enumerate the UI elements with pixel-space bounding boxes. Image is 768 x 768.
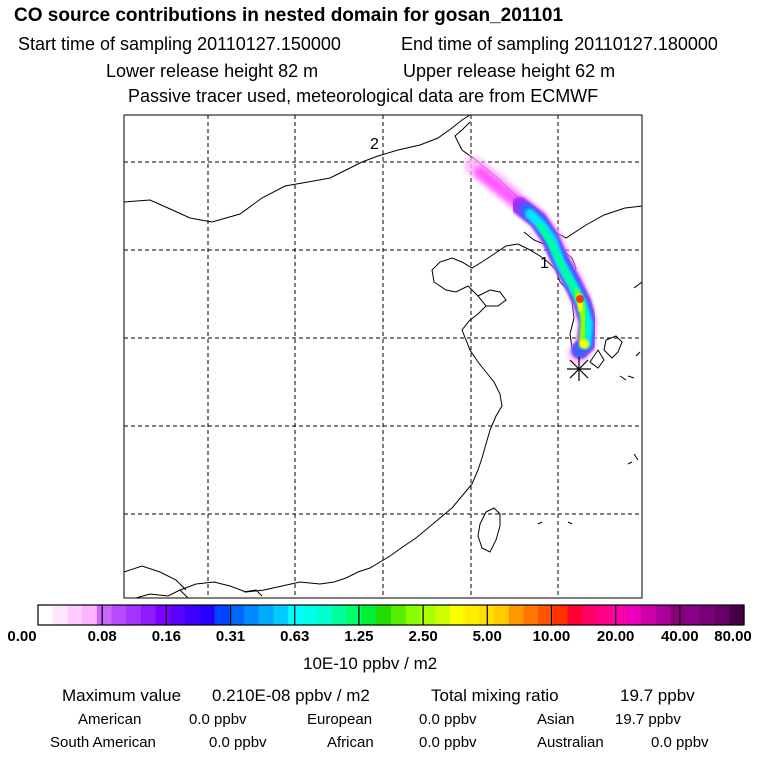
colorbar-cell [346,605,363,625]
max-value: 0.210E-08 ppbv / m2 [212,686,370,705]
colorbar-tick-label: 0.31 [215,628,246,645]
map-frame [123,114,643,599]
colorbar-cell [273,605,289,625]
region-value: 0.0 ppbv [419,734,477,751]
colorbar-cell [596,605,613,625]
region-value: 0.0 ppbv [419,711,477,728]
region-name: African [327,734,374,751]
colorbar-cell [391,605,407,625]
colorbar-cell [214,605,230,625]
colorbar-cell [170,605,186,625]
colorbar-cell [464,605,480,625]
colorbar-frame [37,604,745,626]
colorbar-tick-label: 0.08 [87,628,117,645]
colorbar-cell [655,605,672,625]
colorbar-tick-label: 20.00 [596,628,635,645]
colorbar-tick-label: 2.50 [408,628,438,645]
colorbar-cell [185,605,201,625]
colorbar-units: 10E-10 ppbv / m2 [303,654,438,673]
region-value: 0.0 ppbv [651,734,709,751]
total-mixing-value: 19.7 ppbv [620,686,695,705]
colorbar-cell [508,605,524,625]
colorbar-cell [243,605,260,625]
colorbar-tick-label: 0.16 [151,628,181,645]
region-name: Australian [537,734,604,751]
region-value: 19.7 ppbv [615,711,681,728]
colorbar-cell [332,605,348,625]
lower-release-height: Lower release height 82 m [106,61,319,81]
colorbar-cell [582,605,598,625]
tracer-plume [464,156,599,364]
colorbar-tick-label: 10.00 [532,628,571,645]
colorbar-cell [699,605,716,625]
colorbar-cell [538,605,554,625]
colorbar-tick-label: 40.00 [661,628,699,645]
colorbar-cell [67,605,83,625]
colorbar-cell [126,605,142,625]
colorbar-tick-label: 80.00 [714,628,752,645]
colorbar-cell [376,605,392,625]
max-value-label: Maximum value [62,686,182,705]
colorbar-tick-label: 1.25 [344,628,374,645]
colorbar-cell [420,605,436,625]
marker-2: 2 [370,136,379,153]
colorbar-cell [435,605,451,625]
colorbar-tick-label: 0.00 [7,628,37,645]
region-name: South American [50,734,156,751]
colorbar-cell [140,605,157,625]
colorbar-cell [611,605,627,625]
colorbar-cell [317,605,333,625]
colorbar-cell [82,605,98,625]
plot-title: CO source contributions in nested domain… [14,5,564,26]
colorbar-cell [729,605,745,625]
tracer-note: Passive tracer used, meteorological data… [128,86,599,106]
colorbar-cell [361,605,377,625]
colorbar-cell [229,605,245,625]
start-time: Start time of sampling 20110127.150000 [18,34,341,54]
colorbar-cell [493,605,510,625]
region-name: Asian [537,711,575,728]
asterisk-icon [567,357,591,381]
colorbar-cell [626,605,642,625]
lat-lon-grid [124,115,642,598]
marker-1: 1 [540,255,549,272]
total-mixing-label: Total mixing ratio [431,686,559,705]
end-time: End time of sampling 20110127.180000 [401,34,718,54]
region-value: 0.0 ppbv [189,711,247,728]
colorbar-cell [523,605,539,625]
colorbar-tick-label: 0.63 [280,628,310,645]
colorbar-cell [405,605,422,625]
colorbar-cells [38,605,745,625]
colorbar-cell [670,605,686,625]
colorbar-cell [685,605,701,625]
region-name: European [307,711,373,728]
colorbar-cell [714,605,730,625]
upper-release-height: Upper release height 62 m [403,61,616,81]
colorbar-cell [155,605,171,625]
colorbar-tick-label: 5.00 [472,628,502,645]
colorbar-cell [641,605,657,625]
colorbar-cell [288,605,304,625]
region-value: 0.0 ppbv [209,734,267,751]
colorbar-cell [552,605,569,625]
colorbar-cell [258,605,274,625]
colorbar-cell [96,605,113,625]
colorbar-cell [111,605,127,625]
colorbar-cell [302,605,319,625]
colorbar-cell [52,605,69,625]
colorbar-cell [449,605,466,625]
colorbar-cell [567,605,583,625]
colorbar-cell [199,605,216,625]
region-name: American [78,711,142,728]
colorbar-cell [38,605,54,625]
